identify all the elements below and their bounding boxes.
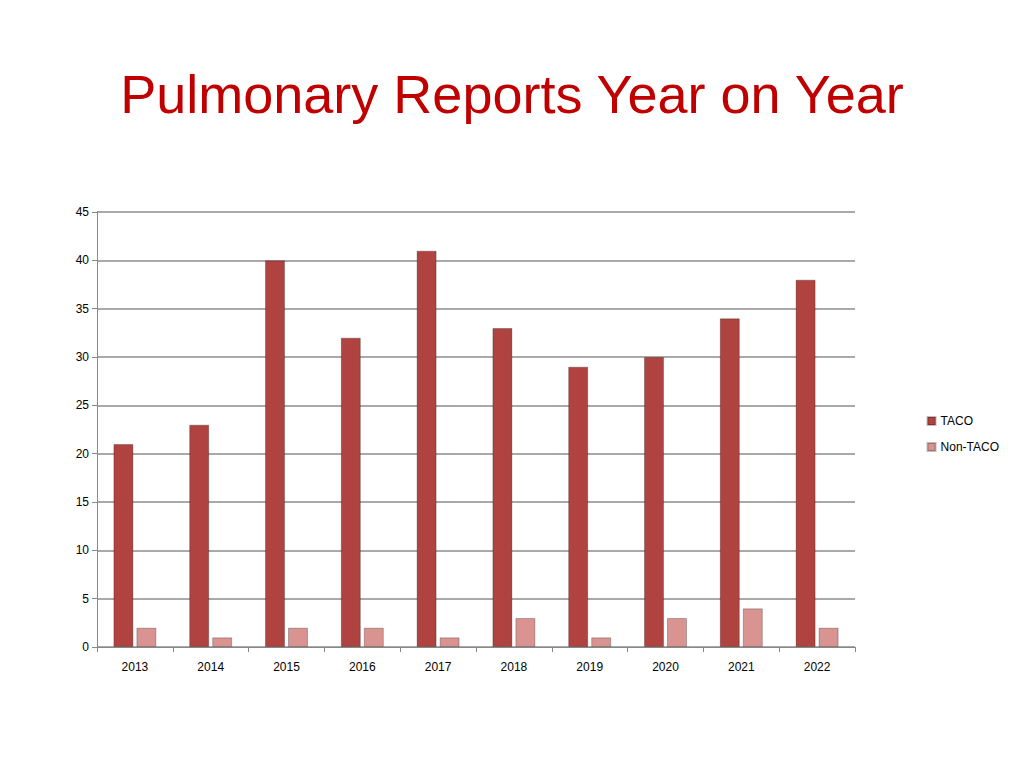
svg-text:0: 0 <box>82 640 89 654</box>
svg-text:Non-TACO: Non-TACO <box>941 440 999 454</box>
svg-text:5: 5 <box>82 592 89 606</box>
svg-text:2019: 2019 <box>576 660 603 674</box>
svg-text:20: 20 <box>76 447 90 461</box>
svg-text:2016: 2016 <box>349 660 376 674</box>
svg-text:Pulmonary Reports Year on Year: Pulmonary Reports Year on Year <box>120 64 904 124</box>
svg-text:35: 35 <box>76 302 90 316</box>
svg-text:2018: 2018 <box>501 660 528 674</box>
svg-text:2014: 2014 <box>197 660 224 674</box>
svg-text:10: 10 <box>76 543 90 557</box>
svg-text:15: 15 <box>76 495 90 509</box>
svg-text:TACO: TACO <box>941 414 973 428</box>
svg-text:2017: 2017 <box>425 660 452 674</box>
svg-text:2021: 2021 <box>728 660 755 674</box>
svg-text:40: 40 <box>76 253 90 267</box>
svg-text:2022: 2022 <box>804 660 831 674</box>
svg-text:25: 25 <box>76 398 90 412</box>
svg-text:2015: 2015 <box>273 660 300 674</box>
svg-text:45: 45 <box>76 205 90 219</box>
svg-text:2013: 2013 <box>122 660 149 674</box>
svg-text:30: 30 <box>76 350 90 364</box>
svg-text:2020: 2020 <box>652 660 679 674</box>
